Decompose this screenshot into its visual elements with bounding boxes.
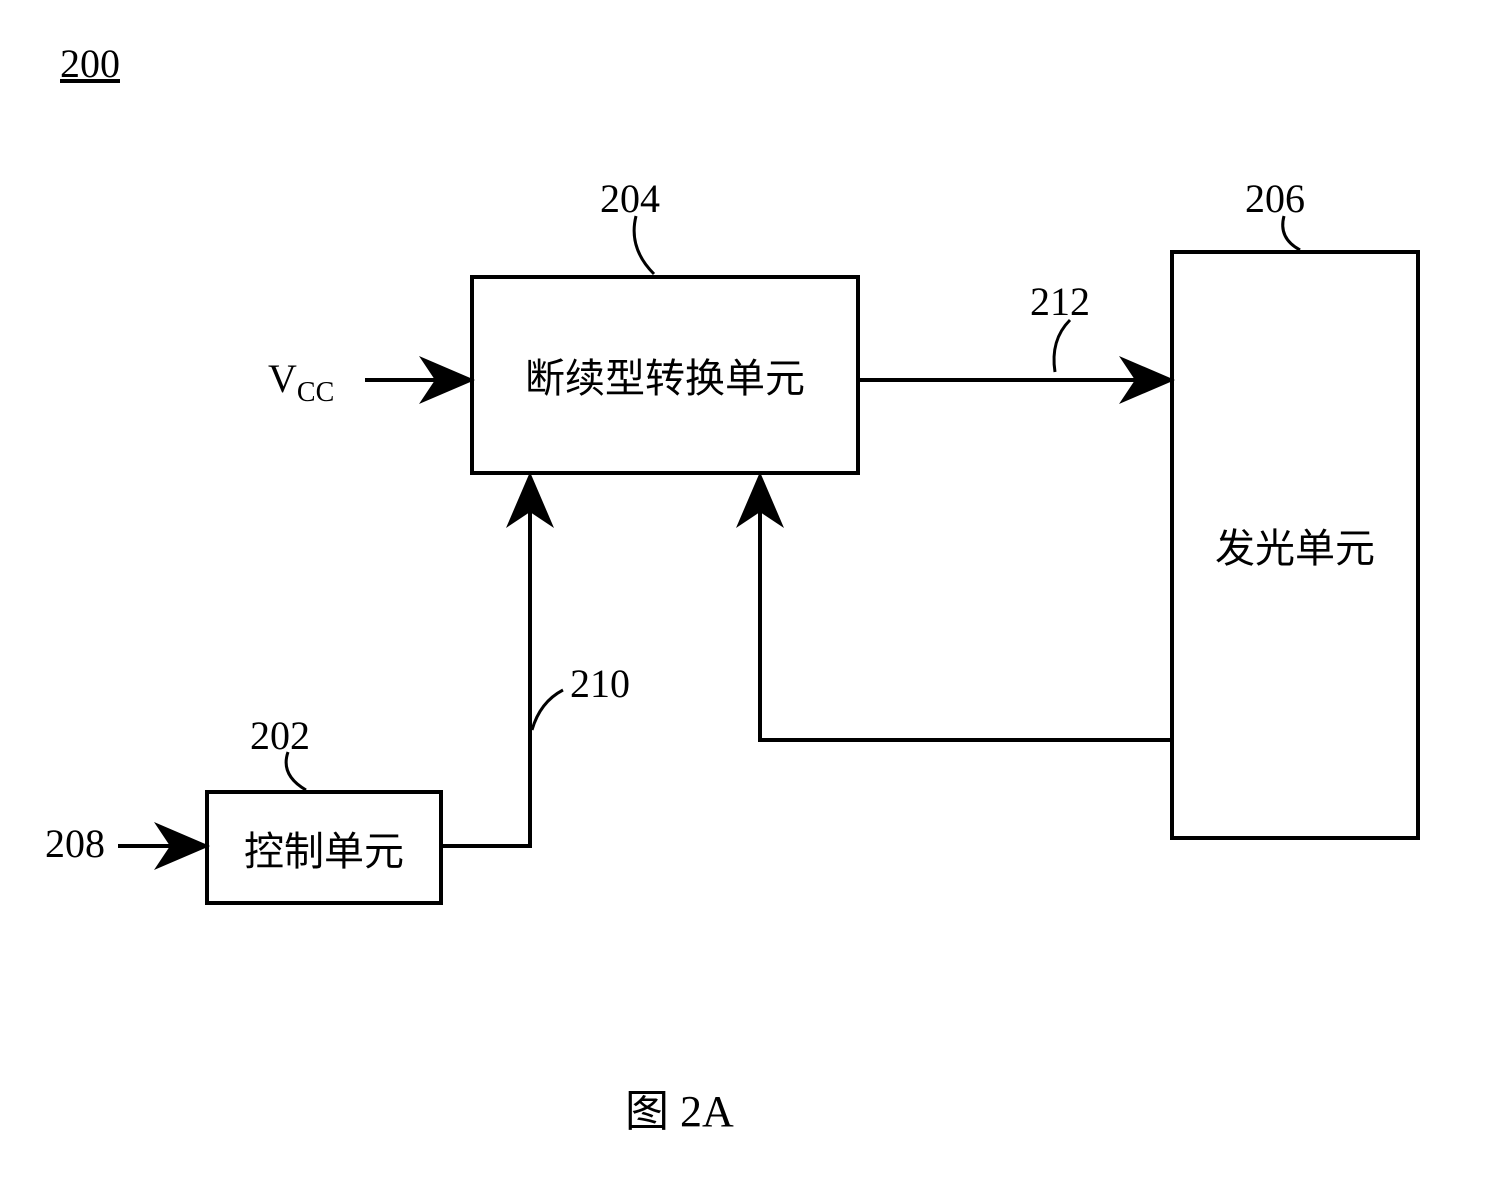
converter-unit-block: 断续型转换单元 — [470, 275, 860, 475]
ref-206: 206 — [1245, 175, 1305, 222]
ref-202: 202 — [250, 712, 310, 759]
control-unit-block: 控制单元 — [205, 790, 443, 905]
ref-212: 212 — [1030, 278, 1090, 325]
figure-number: 200 — [60, 40, 120, 87]
converter-unit-label: 断续型转换单元 — [525, 346, 805, 404]
ref-204: 204 — [600, 175, 660, 222]
block-diagram: 200 VCC 断续型转换单元 发光单元 控制单元 204 206 202 20… — [0, 0, 1486, 1194]
ref-208: 208 — [45, 820, 105, 867]
figure-caption: 图 2A — [625, 1075, 734, 1139]
control-unit-label: 控制单元 — [244, 819, 404, 877]
vcc-input-label: VCC — [268, 355, 334, 409]
ref-210: 210 — [570, 660, 630, 707]
light-unit-block: 发光单元 — [1170, 250, 1420, 840]
light-unit-label: 发光单元 — [1215, 516, 1375, 574]
